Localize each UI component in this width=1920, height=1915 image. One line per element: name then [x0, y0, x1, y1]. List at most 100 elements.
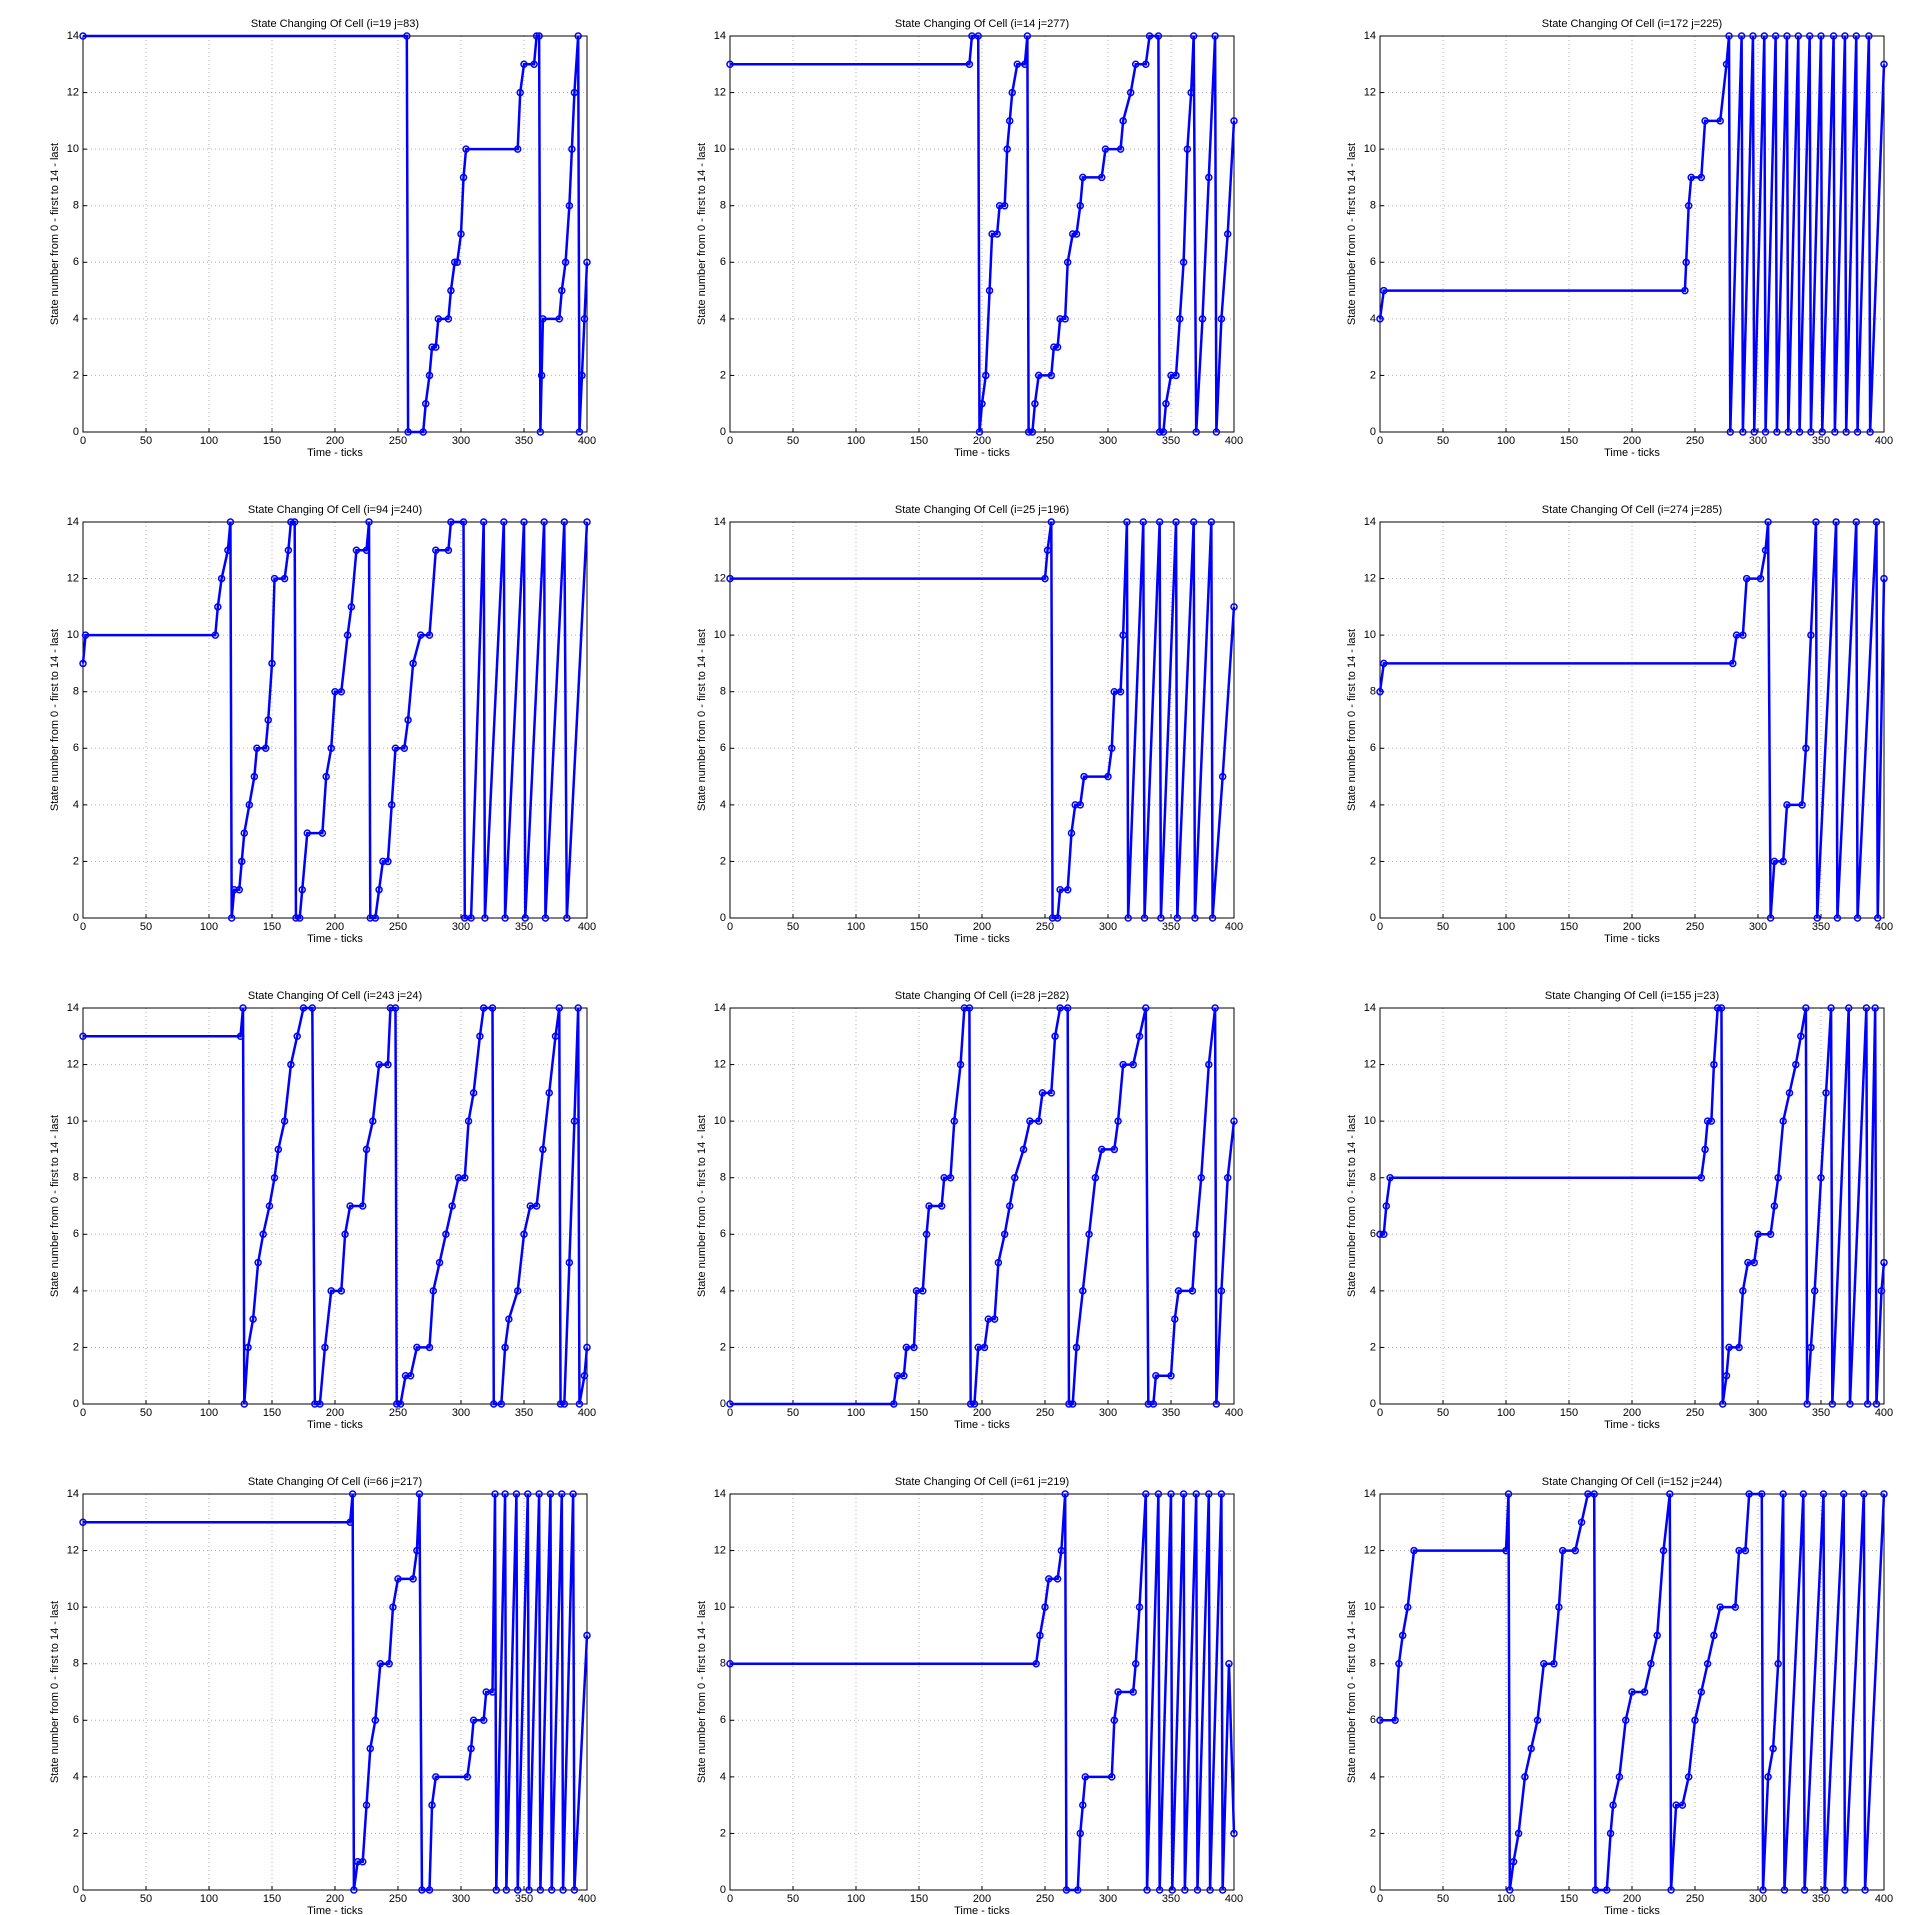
x-tick-label: 100: [847, 1407, 865, 1419]
data-point: [1047, 1089, 1056, 1097]
data-point: [322, 772, 330, 781]
data-point: [1062, 1886, 1071, 1894]
data-point: [946, 1173, 955, 1182]
data-point: [1865, 32, 1873, 40]
data-point: [459, 173, 468, 182]
data-point: [1716, 1603, 1724, 1611]
data-point: [394, 1575, 402, 1583]
y-tick-label: 2: [73, 1341, 79, 1353]
data-point: [1005, 1202, 1014, 1210]
data-point: [1621, 1716, 1630, 1725]
data-point: [1555, 1603, 1563, 1611]
y-tick-label: 4: [1370, 1285, 1376, 1297]
data-point: [343, 631, 352, 639]
data-point: [1684, 1773, 1693, 1781]
data-point: [1410, 1546, 1418, 1555]
data-point: [1502, 1546, 1510, 1555]
data-point: [362, 546, 371, 555]
y-tick-label: 12: [1364, 1544, 1376, 1556]
data-point: [1024, 428, 1033, 436]
data-point: [337, 687, 346, 696]
data-point: [556, 1400, 565, 1408]
data-point: [1718, 1400, 1727, 1408]
data-point: [1114, 1688, 1122, 1696]
y-tick-label: 4: [73, 799, 79, 811]
y-tick-label: 10: [714, 143, 726, 155]
y-tick-label: 10: [714, 1115, 726, 1127]
x-tick-label: 50: [787, 1893, 799, 1905]
data-point: [1398, 1631, 1407, 1640]
y-axis-label: State number from 0 - first to 14 - last: [696, 629, 708, 811]
data-point: [513, 1886, 522, 1894]
y-tick-label: 12: [1364, 86, 1376, 98]
data-point: [950, 1117, 959, 1125]
data-point: [240, 1400, 249, 1408]
data-point: [574, 1004, 582, 1012]
x-tick-label: 100: [200, 921, 218, 933]
data-point: [391, 1004, 400, 1012]
data-point: [1135, 1032, 1144, 1041]
x-tick-label: 400: [578, 921, 596, 933]
data-point: [925, 1202, 933, 1210]
data-point: [501, 1490, 509, 1498]
data-point: [79, 659, 87, 668]
data-point: [81, 631, 90, 639]
x-axis-label: Time - ticks: [307, 1419, 363, 1431]
data-point: [1766, 914, 1775, 922]
data-point: [375, 1060, 383, 1069]
y-tick-label: 2: [1370, 1827, 1376, 1839]
data-point: [535, 32, 543, 40]
data-point: [1376, 1230, 1384, 1239]
y-tick-label: 12: [714, 1544, 726, 1556]
data-point: [1759, 1886, 1767, 1894]
y-tick-label: 10: [1364, 1601, 1376, 1613]
data-point: [1192, 1230, 1200, 1239]
x-axis-label: Time - ticks: [307, 447, 363, 459]
x-tick-label: 50: [1437, 921, 1449, 933]
data-point: [1783, 801, 1791, 809]
data-point: [1207, 518, 1216, 526]
data-point: [545, 1089, 553, 1097]
data-point: [303, 829, 312, 837]
data-point: [450, 258, 459, 267]
data-point: [1745, 1490, 1753, 1498]
data-point: [1681, 286, 1689, 295]
data-point: [447, 286, 455, 295]
data-point: [1000, 1230, 1009, 1239]
x-tick-label: 150: [263, 1893, 281, 1905]
y-tick-label: 6: [73, 256, 79, 268]
data-point: [1609, 1801, 1617, 1809]
x-tick-label: 150: [910, 435, 928, 447]
data-point: [366, 914, 375, 922]
y-tick-label: 2: [1370, 369, 1376, 381]
y-tick-label: 8: [1370, 1658, 1376, 1670]
y-tick-label: 10: [67, 1115, 79, 1127]
y-tick-label: 14: [714, 1002, 726, 1014]
x-tick-label: 200: [1623, 1407, 1641, 1419]
data-point: [1376, 315, 1384, 323]
data-line: [83, 1006, 589, 1406]
data-point: [1729, 659, 1737, 668]
y-tick-label: 2: [1370, 855, 1376, 867]
data-point: [1154, 1490, 1163, 1498]
data-point: [535, 1490, 543, 1498]
data-point: [1076, 1829, 1085, 1838]
data-point: [1189, 518, 1198, 526]
data-point: [985, 286, 994, 295]
data-point: [379, 857, 387, 866]
data-point: [555, 1004, 564, 1012]
data-point: [416, 631, 425, 639]
x-tick-label: 50: [140, 921, 152, 933]
data-point: [1606, 1829, 1615, 1838]
data-point: [530, 60, 538, 69]
data-point: [1218, 1886, 1227, 1894]
plot-area: [730, 522, 1234, 918]
y-tick-label: 8: [720, 1172, 726, 1184]
data-point: [217, 574, 226, 583]
y-tick-label: 14: [714, 1488, 726, 1500]
y-tick-label: 6: [73, 1228, 79, 1240]
data-point: [1167, 1490, 1175, 1498]
data-point: [1056, 885, 1064, 894]
data-point: [1129, 1060, 1137, 1069]
data-point: [1019, 1145, 1028, 1154]
